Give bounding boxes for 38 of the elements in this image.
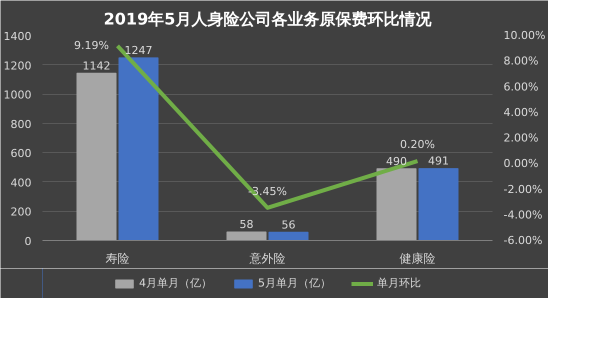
y2-tick-label: -4.00%	[504, 208, 542, 222]
y-tick-label: 800	[10, 118, 32, 131]
bar	[376, 168, 416, 240]
x-tick-label: 健康险	[400, 252, 436, 266]
data-label: 490	[386, 154, 407, 168]
data-label: 1247	[124, 44, 153, 57]
legend-label: 单月环比	[377, 276, 421, 290]
y-tick-label: 200	[10, 206, 32, 219]
y-tick-label: 1200	[4, 59, 32, 72]
y2-tick-label: 0.00%	[504, 157, 538, 170]
bar	[226, 232, 266, 240]
y-tick-label: 1400	[4, 30, 32, 43]
data-label: 491	[428, 154, 449, 168]
y2-tick-label: 8.00%	[504, 54, 538, 68]
data-label: 9.19%	[74, 38, 109, 52]
bar	[268, 232, 308, 240]
y-tick-label: 600	[10, 147, 32, 160]
data-label: 0.20%	[400, 138, 435, 152]
y-tick-label: 1000	[4, 88, 32, 102]
legend-label: 5月单月（亿）	[258, 276, 331, 290]
x-tick-label: 意外险	[248, 252, 286, 266]
y2-tick-label: -6.00%	[504, 234, 542, 247]
x-tick-label: 寿险	[106, 252, 130, 266]
y-tick-label: 0	[24, 235, 32, 248]
bar	[418, 168, 458, 240]
y2-tick-label: 6.00%	[504, 80, 538, 94]
y-tick-label: 400	[10, 176, 32, 190]
y2-tick-label: -2.00%	[504, 182, 542, 196]
bar	[118, 57, 158, 240]
y2-tick-label: 2.00%	[504, 132, 538, 144]
legend-label: 4月单月（亿）	[139, 276, 212, 290]
chart-title: 2019年5月人身险公司各业务原保费环比情况	[104, 10, 432, 28]
data-label: 1142	[82, 59, 111, 72]
y2-tick-label: 10.00%	[504, 29, 546, 42]
bar	[76, 72, 116, 240]
data-label: 58	[240, 218, 254, 232]
y2-tick-label: 4.00%	[504, 106, 538, 119]
data-label: 56	[282, 218, 296, 232]
